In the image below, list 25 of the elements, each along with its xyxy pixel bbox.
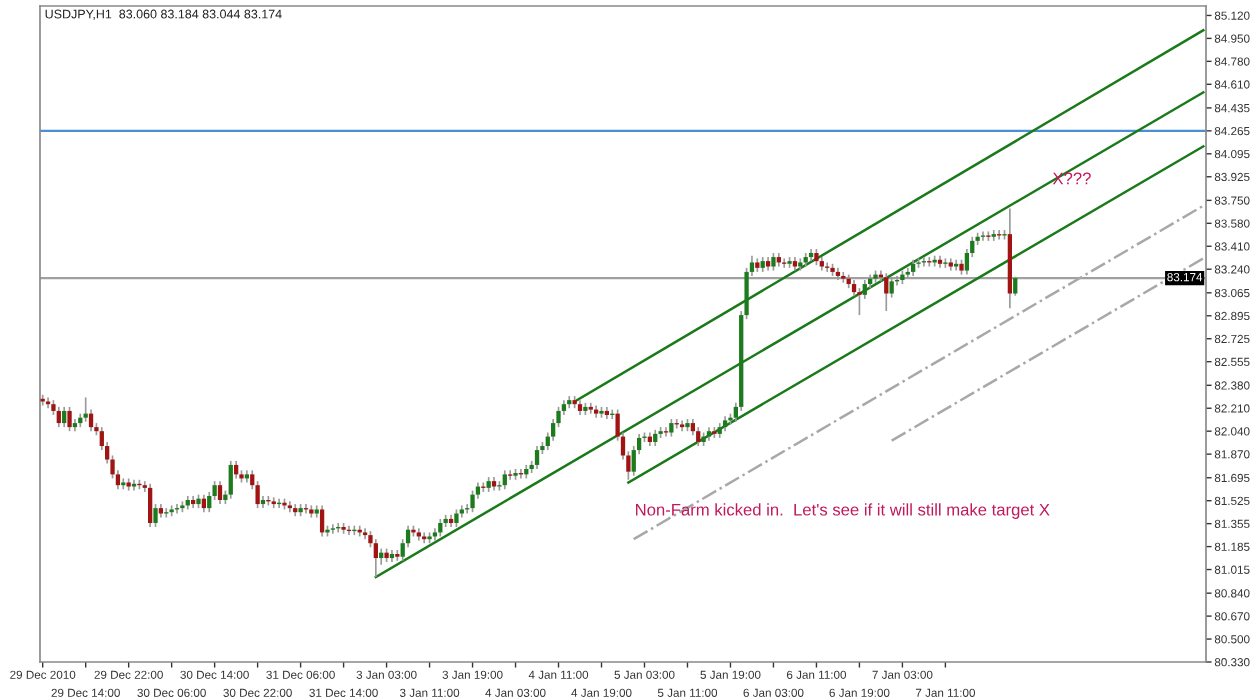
candlestick [470, 489, 475, 514]
candlestick [228, 460, 233, 500]
candlestick [534, 445, 540, 470]
candlestick [502, 469, 507, 491]
candlestick [432, 527, 438, 542]
candlestick [416, 527, 421, 542]
candlestick [164, 507, 169, 519]
candlestick [508, 469, 513, 481]
candlestick [148, 482, 153, 528]
candlestick [980, 230, 986, 242]
candlestick [373, 538, 378, 578]
candlestick [67, 406, 72, 433]
candlestick [696, 426, 701, 447]
candlestick [782, 257, 787, 269]
annotation: X??? [1052, 172, 1091, 185]
candlestick [663, 426, 669, 438]
candlestick [62, 406, 67, 428]
candlestick [83, 396, 88, 423]
candlestick [857, 287, 862, 316]
candlestick [330, 523, 335, 535]
annotation: Non-Farm kicked in. Let's see if it will still make target X [636, 503, 1050, 519]
candlestick [319, 504, 325, 538]
candlestick [217, 480, 223, 505]
candlestick [56, 406, 61, 428]
candlestick [153, 503, 158, 528]
